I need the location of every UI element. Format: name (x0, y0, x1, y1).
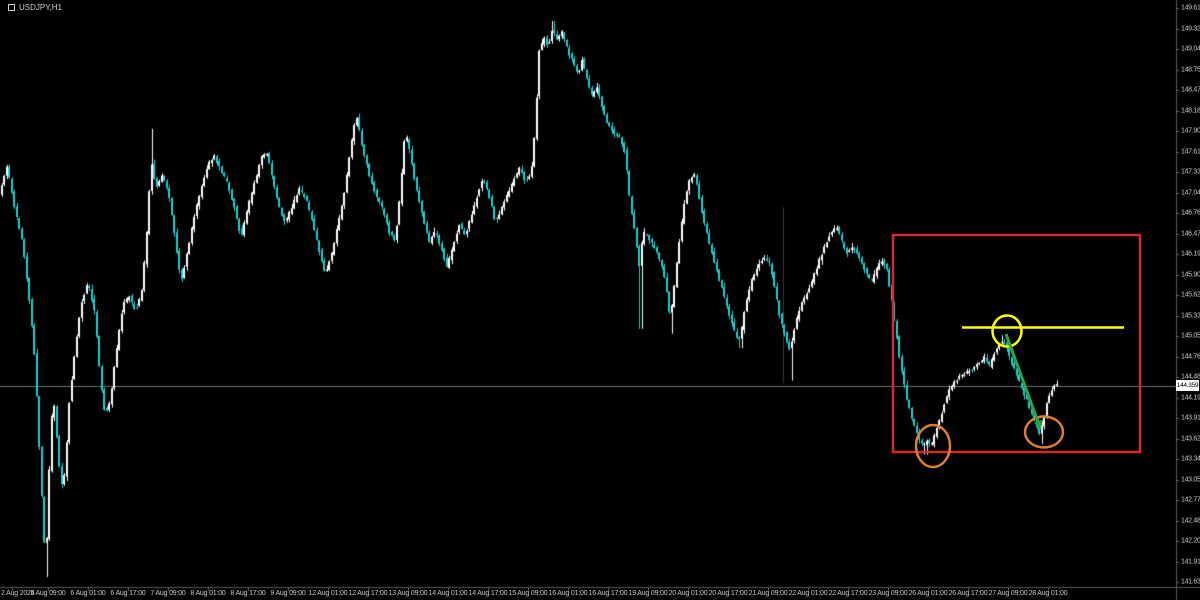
time-axis-label: 26 Aug 01:00 (908, 590, 948, 597)
price-axis-label: 145.050 (1181, 332, 1200, 340)
price-axis-label: 149.610 (1181, 4, 1200, 12)
price-axis-label: 145.620 (1181, 291, 1200, 299)
price-axis-label: 142.485 (1181, 517, 1200, 524)
time-axis-label: 12 Aug 17:00 (348, 590, 388, 597)
price-axis-label: 148.470 (1181, 86, 1200, 94)
time-axis-label: 7 Aug 09:00 (150, 590, 186, 597)
price-axis-label: 149.325 (1181, 25, 1200, 32)
time-axis-label: 8 Aug 01:00 (190, 590, 226, 597)
time-axis-label: 23 Aug 09:00 (868, 590, 908, 597)
chart-icon (8, 4, 15, 11)
time-axis-label: 20 Aug 01:00 (668, 590, 708, 597)
time-axis-label: 20 Aug 17:00 (708, 590, 748, 597)
price-axis-label: 142.200 (1181, 537, 1200, 545)
time-axis-label: 2 Aug 2024 (1, 590, 35, 597)
price-axis-label: 141.630 (1181, 578, 1200, 586)
time-axis-label: 8 Aug 17:00 (230, 590, 266, 597)
price-axis-label: 145.335 (1181, 312, 1200, 319)
price-axis-label: 147.900 (1181, 127, 1200, 135)
time-axis-label: 6 Aug 01:00 (70, 590, 106, 597)
time-axis-label: 14 Aug 01:00 (428, 590, 468, 597)
time-axis-label: 14 Aug 17:00 (468, 590, 508, 597)
time-axis-label: 13 Aug 09:00 (388, 590, 428, 597)
price-axis-label: 143.625 (1181, 435, 1200, 442)
time-axis-label: 22 Aug 17:00 (828, 590, 868, 597)
price-axis-label: 141.915 (1181, 558, 1200, 565)
price-axis-label: 145.905 (1181, 271, 1200, 278)
price-axis-label: 146.475 (1181, 230, 1200, 237)
price-axis-label: 148.755 (1181, 66, 1200, 73)
price-axis-label: 144.480 (1181, 373, 1200, 381)
time-axis-label: 15 Aug 09:00 (508, 590, 548, 597)
price-axis-label: 146.760 (1181, 209, 1200, 217)
symbol-text: USDJPY,H1 (19, 3, 62, 12)
price-axis-label: 142.770 (1181, 496, 1200, 504)
time-axis-label: 6 Aug 17:00 (110, 590, 146, 597)
time-axis-label: 27 Aug 09:00 (988, 590, 1028, 597)
price-axis-label: 146.190 (1181, 250, 1200, 258)
price-axis-label: 147.330 (1181, 168, 1200, 176)
price-axis-label: 147.045 (1181, 189, 1200, 196)
price-axis-label: 144.195 (1181, 394, 1200, 401)
price-axis-label: 143.910 (1181, 414, 1200, 422)
time-axis-label: 5 Aug 09:00 (30, 590, 66, 597)
time-axis-label: 12 Aug 01:00 (308, 590, 348, 597)
time-axis-label: 16 Aug 17:00 (588, 590, 628, 597)
price-axis-label: 143.340 (1181, 455, 1200, 463)
time-axis-label: 19 Aug 09:00 (628, 590, 668, 597)
time-axis-label: 26 Aug 17:00 (948, 590, 988, 597)
symbol-timeframe-label: USDJPY,H1 (8, 3, 62, 12)
time-axis-label: 9 Aug 09:00 (270, 590, 306, 597)
price-axis-label: 148.185 (1181, 107, 1200, 114)
price-axis-label: 149.040 (1181, 45, 1200, 53)
time-axis-label: 22 Aug 01:00 (788, 590, 828, 597)
price-axis-label: 143.055 (1181, 476, 1200, 483)
time-axis-label: 28 Aug 01:00 (1028, 590, 1068, 597)
current-price-tag: 144.359 (1176, 380, 1199, 392)
price-axis-label: 147.615 (1181, 148, 1200, 155)
time-axis-label: 16 Aug 01:00 (548, 590, 588, 597)
price-axis-label: 144.765 (1181, 353, 1200, 360)
time-axis-label: 21 Aug 09:00 (748, 590, 788, 597)
